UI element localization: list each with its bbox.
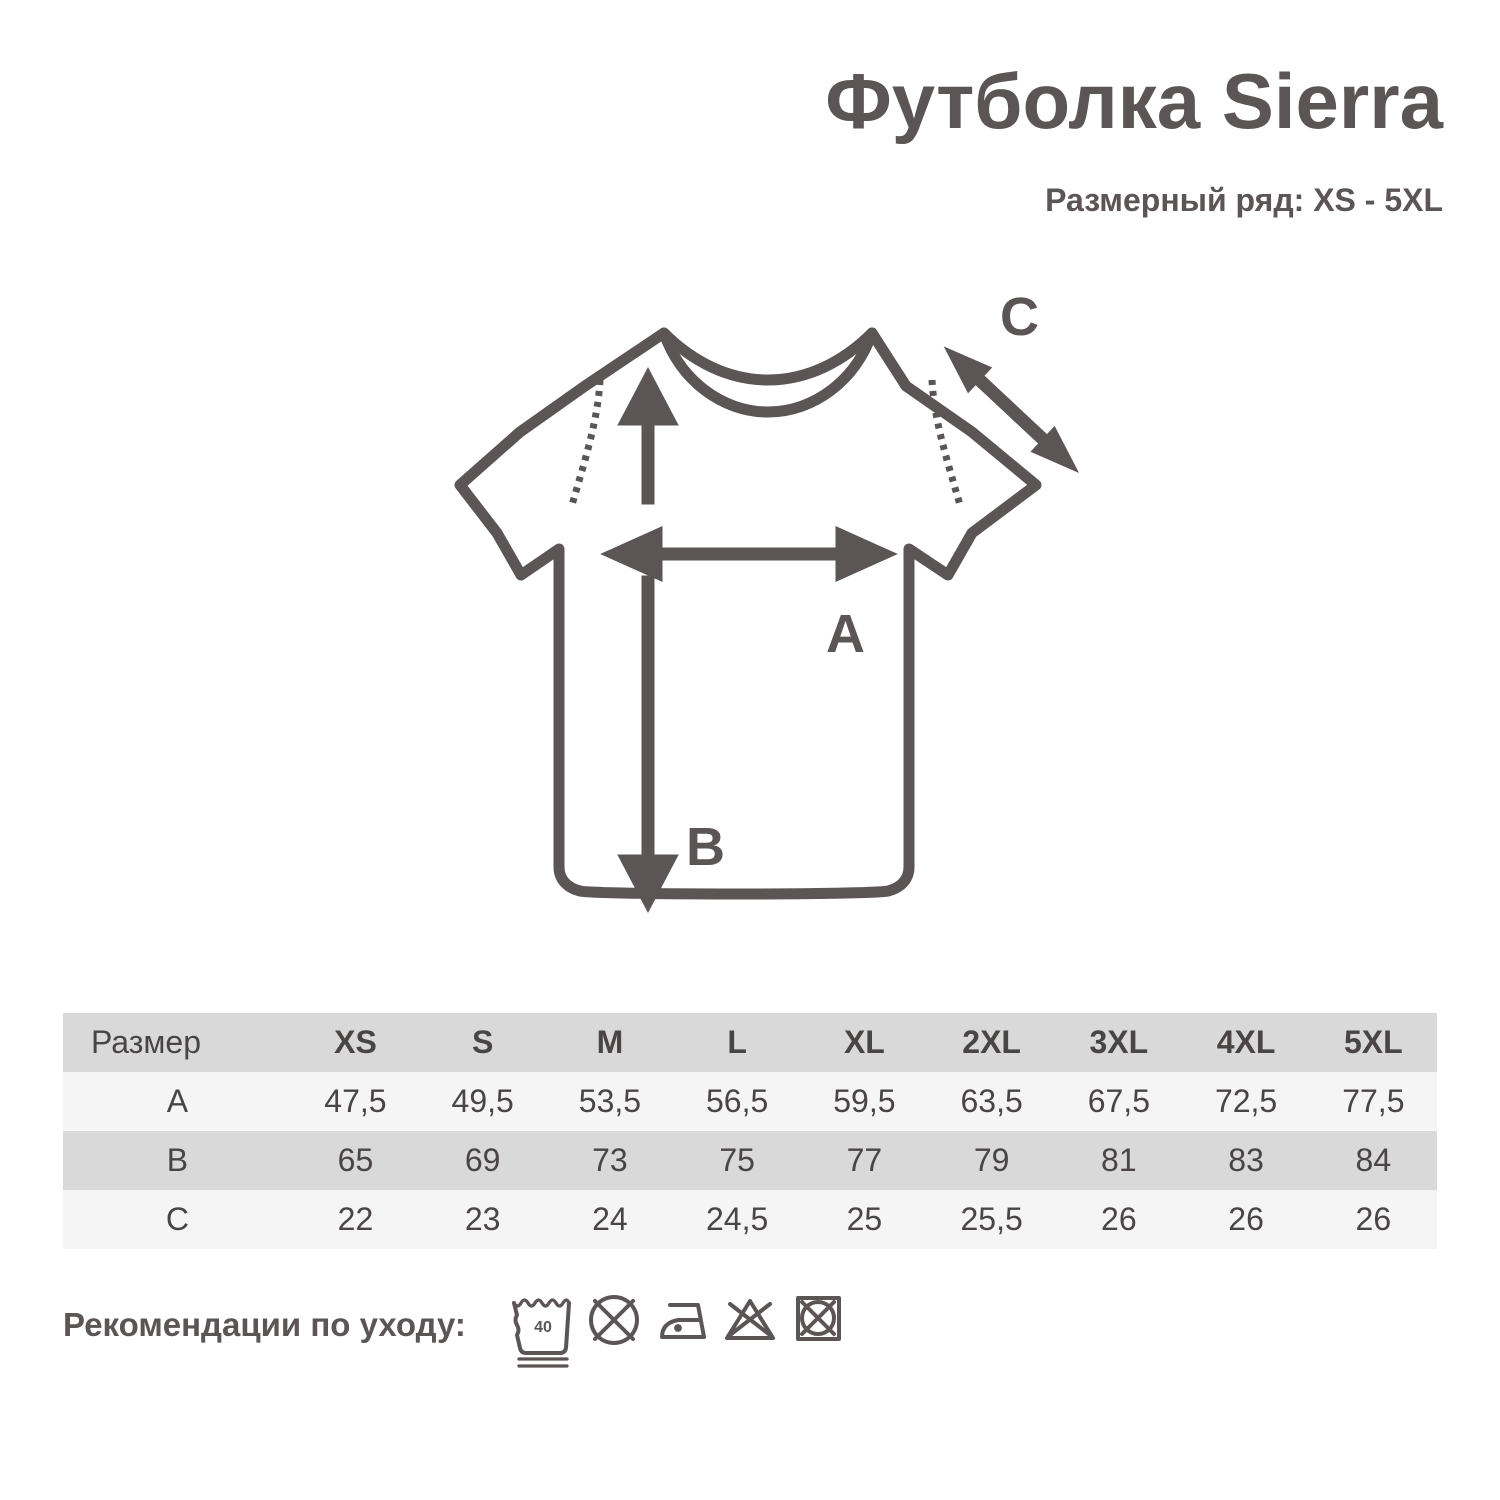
svg-text:B: B xyxy=(686,817,725,877)
svg-text:A: A xyxy=(826,604,865,664)
svg-text:C: C xyxy=(1000,287,1039,347)
svg-text:40: 40 xyxy=(534,1319,552,1336)
